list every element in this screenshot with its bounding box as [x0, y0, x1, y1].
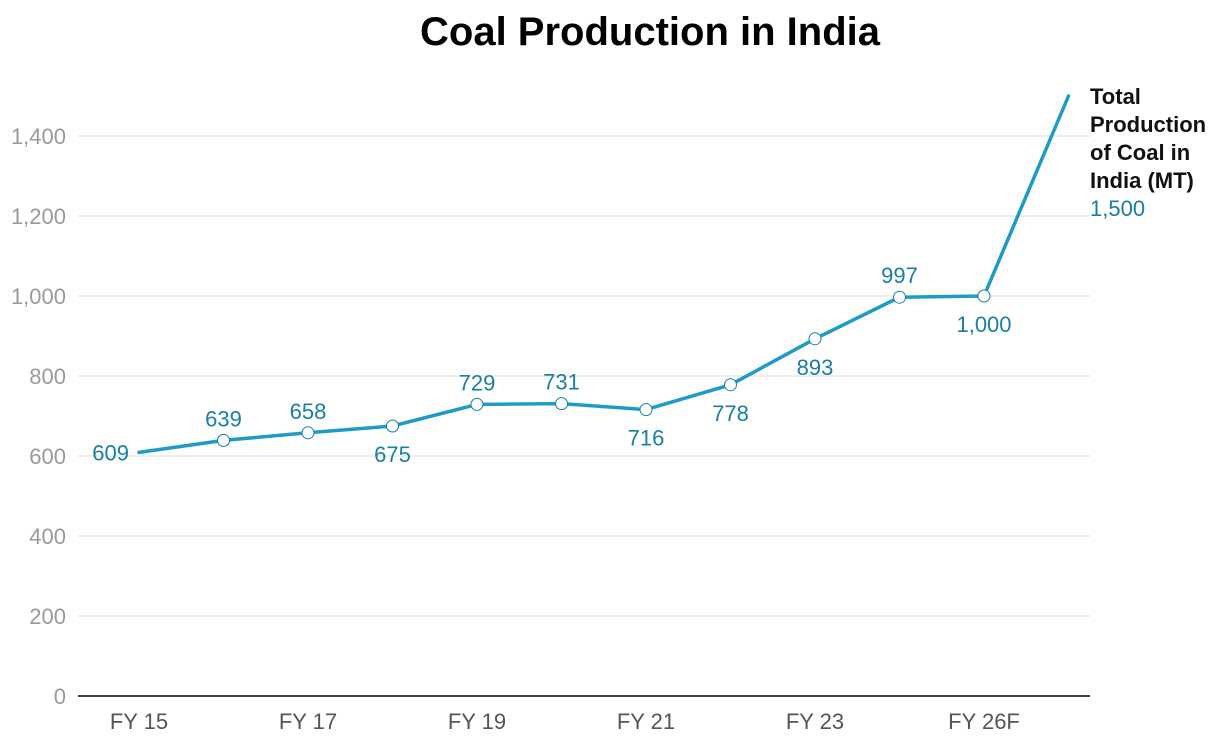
data-label: 731: [543, 370, 580, 395]
data-label: 997: [881, 263, 918, 288]
series-line: [137, 94, 1071, 455]
data-point: [470, 397, 484, 411]
data-label: 675: [374, 442, 411, 467]
y-tick-label: 1,200: [11, 204, 66, 229]
data-label: 639: [205, 406, 242, 431]
x-tick-label: FY 26F: [948, 709, 1020, 734]
data-label: 893: [797, 355, 834, 380]
data-point: [808, 332, 822, 346]
data-point: [555, 397, 568, 411]
data-label: 729: [459, 370, 496, 395]
data-label: 1,000: [956, 312, 1011, 337]
data-labels: 609 639 658 675 729 731 716 778 893 997 1,000: [92, 263, 1011, 467]
data-point: [724, 378, 737, 392]
y-tick-label: 0: [54, 684, 66, 709]
series-name-label: Production: [1090, 112, 1206, 137]
data-label: 658: [290, 399, 327, 424]
x-tick-label: FY 23: [786, 709, 844, 734]
y-tick-label: 1,400: [11, 124, 66, 149]
data-point: [217, 433, 230, 447]
series-name-label: Total: [1090, 84, 1141, 109]
series-name-label: of Coal in: [1090, 140, 1190, 165]
y-tick-label: 800: [29, 364, 66, 389]
data-label: 716: [628, 426, 665, 451]
y-tick-label: 600: [29, 444, 66, 469]
data-label: 778: [712, 401, 749, 426]
x-tick-label: FY 17: [279, 709, 337, 734]
x-tick-label: FY 19: [448, 709, 506, 734]
y-axis-ticks: 0 200 400 600 800 1,000 1,200 1,400: [11, 124, 66, 709]
grid: [78, 135, 1090, 617]
data-label: 1,500: [1090, 196, 1145, 221]
data-point: [977, 289, 991, 303]
data-point: [386, 419, 399, 433]
series-end-label: Total Production of Coal in India (MT) 1,500: [1090, 84, 1206, 221]
data-label: 609: [92, 440, 129, 465]
data-point: [893, 290, 906, 304]
x-axis-ticks: FY 15 FY 17 FY 19 FY 21 FY 23 FY 26F: [110, 709, 1020, 734]
y-tick-label: 400: [29, 524, 66, 549]
series-name-label: India (MT): [1090, 168, 1194, 193]
x-tick-label: FY 21: [617, 709, 675, 734]
data-point: [639, 403, 653, 417]
y-tick-label: 1,000: [11, 284, 66, 309]
chart-title: Coal Production in India: [420, 10, 880, 54]
data-point: [301, 426, 315, 440]
series-group: [137, 94, 1071, 455]
y-tick-label: 200: [29, 604, 66, 629]
x-tick-label: FY 15: [110, 709, 168, 734]
